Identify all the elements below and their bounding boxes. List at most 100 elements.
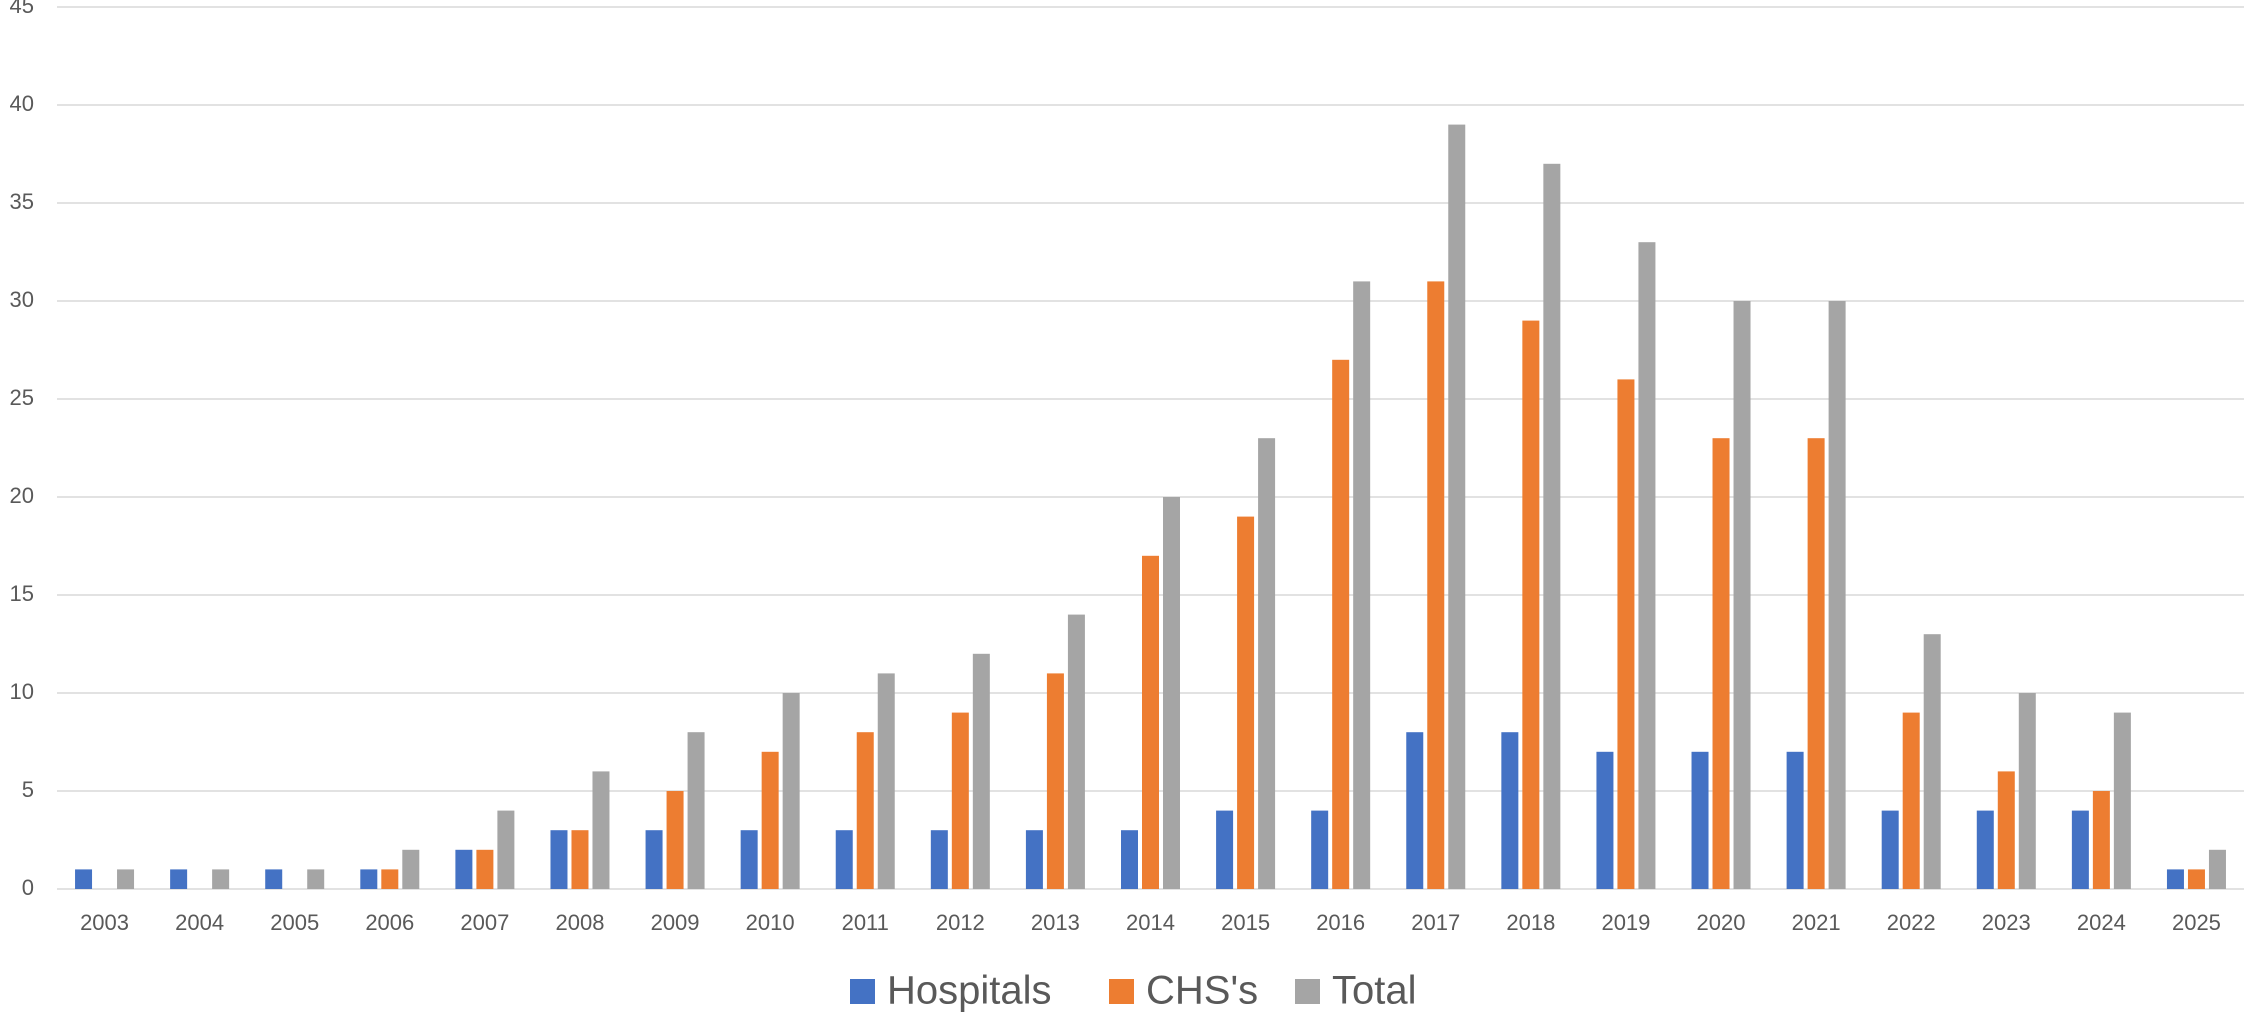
legend-label: Hospitals	[887, 969, 1052, 1013]
bar	[645, 830, 663, 889]
x-tick-label: 2022	[1887, 910, 1936, 935]
bar	[2113, 712, 2131, 889]
bar	[2092, 791, 2110, 889]
bar	[2071, 810, 2089, 889]
bar	[930, 830, 948, 889]
x-tick-label: 2014	[1126, 910, 1175, 935]
y-tick-label: 15	[10, 581, 34, 606]
bar	[1501, 732, 1519, 889]
bar	[2018, 693, 2036, 889]
x-tick-label: 2021	[1792, 910, 1841, 935]
bar	[1807, 438, 1825, 889]
bar	[1406, 732, 1424, 889]
bar	[761, 751, 779, 889]
bar	[1258, 438, 1276, 889]
bar	[170, 869, 188, 889]
y-tick-label: 10	[10, 679, 34, 704]
bar	[1427, 281, 1445, 889]
bar	[666, 791, 684, 889]
x-tick-label: 2025	[2172, 910, 2221, 935]
bar	[1067, 614, 1085, 889]
x-tick-label: 2009	[651, 910, 700, 935]
bar	[592, 771, 610, 889]
bar	[75, 869, 93, 889]
bar	[1997, 771, 2015, 889]
x-tick-label: 2012	[936, 910, 985, 935]
bar	[687, 732, 705, 889]
bar	[1311, 810, 1329, 889]
x-tick-label: 2008	[556, 910, 605, 935]
bar	[1163, 497, 1180, 889]
bar	[455, 849, 473, 889]
y-tick-label: 25	[10, 385, 34, 410]
x-tick-label: 2010	[746, 910, 795, 935]
y-tick-label: 0	[22, 875, 34, 900]
bar	[117, 869, 135, 889]
bar	[2166, 869, 2184, 889]
bar	[1025, 830, 1043, 889]
bar	[1237, 516, 1255, 889]
bar	[571, 830, 589, 889]
x-tick-label: 2004	[175, 910, 224, 935]
bar	[1638, 242, 1656, 889]
bar	[1543, 163, 1561, 890]
y-tick-label: 35	[10, 189, 34, 214]
y-tick-label: 40	[10, 91, 34, 116]
bar	[1332, 359, 1350, 889]
y-tick-label: 45	[10, 0, 34, 18]
bar	[877, 673, 895, 889]
x-tick-label: 2024	[2077, 910, 2126, 935]
bar	[1691, 751, 1709, 889]
bar	[972, 653, 990, 889]
x-tick-label: 2013	[1031, 910, 1080, 935]
bar	[550, 830, 568, 889]
bar	[1976, 810, 1994, 889]
y-tick-label: 5	[22, 777, 34, 802]
y-tick-label: 30	[10, 287, 34, 312]
bar	[1596, 751, 1614, 889]
x-tick-label: 2016	[1316, 910, 1365, 935]
legend-swatch	[850, 979, 875, 1004]
x-tick-label: 2018	[1506, 910, 1555, 935]
bar	[1902, 712, 1920, 889]
bar	[1617, 379, 1635, 889]
bar	[782, 693, 800, 889]
bar	[2187, 869, 2205, 889]
bar	[740, 830, 758, 889]
x-tick-label: 2023	[1982, 910, 2031, 935]
x-tick-label: 2003	[80, 910, 129, 935]
x-tick-label: 2015	[1221, 910, 1270, 935]
bar	[497, 810, 515, 889]
x-tick-label: 2011	[842, 910, 889, 935]
legend-label: Total	[1332, 969, 1417, 1013]
bar	[1923, 634, 1941, 889]
bar	[835, 830, 853, 889]
bar	[1353, 281, 1371, 889]
bar	[1828, 301, 1846, 889]
legend-swatch	[1109, 979, 1134, 1004]
legend-swatch	[1295, 979, 1320, 1004]
bar	[381, 869, 399, 889]
x-tick-label: 2006	[365, 910, 414, 935]
bar	[360, 869, 378, 889]
bar	[1881, 810, 1899, 889]
x-tick-label: 2019	[1601, 910, 1650, 935]
x-tick-label: 2007	[460, 910, 509, 935]
bar	[856, 732, 874, 889]
y-tick-label: 20	[10, 483, 34, 508]
bar	[476, 849, 494, 889]
bar	[1786, 751, 1804, 889]
bar	[951, 712, 969, 889]
bar	[1733, 301, 1751, 889]
legend-label: CHS's	[1146, 969, 1258, 1013]
bar	[1142, 555, 1159, 889]
bar	[307, 869, 325, 889]
x-tick-label: 2017	[1411, 910, 1460, 935]
bar	[2208, 849, 2226, 889]
bar	[402, 849, 420, 889]
bar	[265, 869, 283, 889]
bar	[212, 869, 230, 889]
bar	[1522, 320, 1540, 890]
bar	[1448, 124, 1466, 890]
x-tick-label: 2020	[1697, 910, 1746, 935]
